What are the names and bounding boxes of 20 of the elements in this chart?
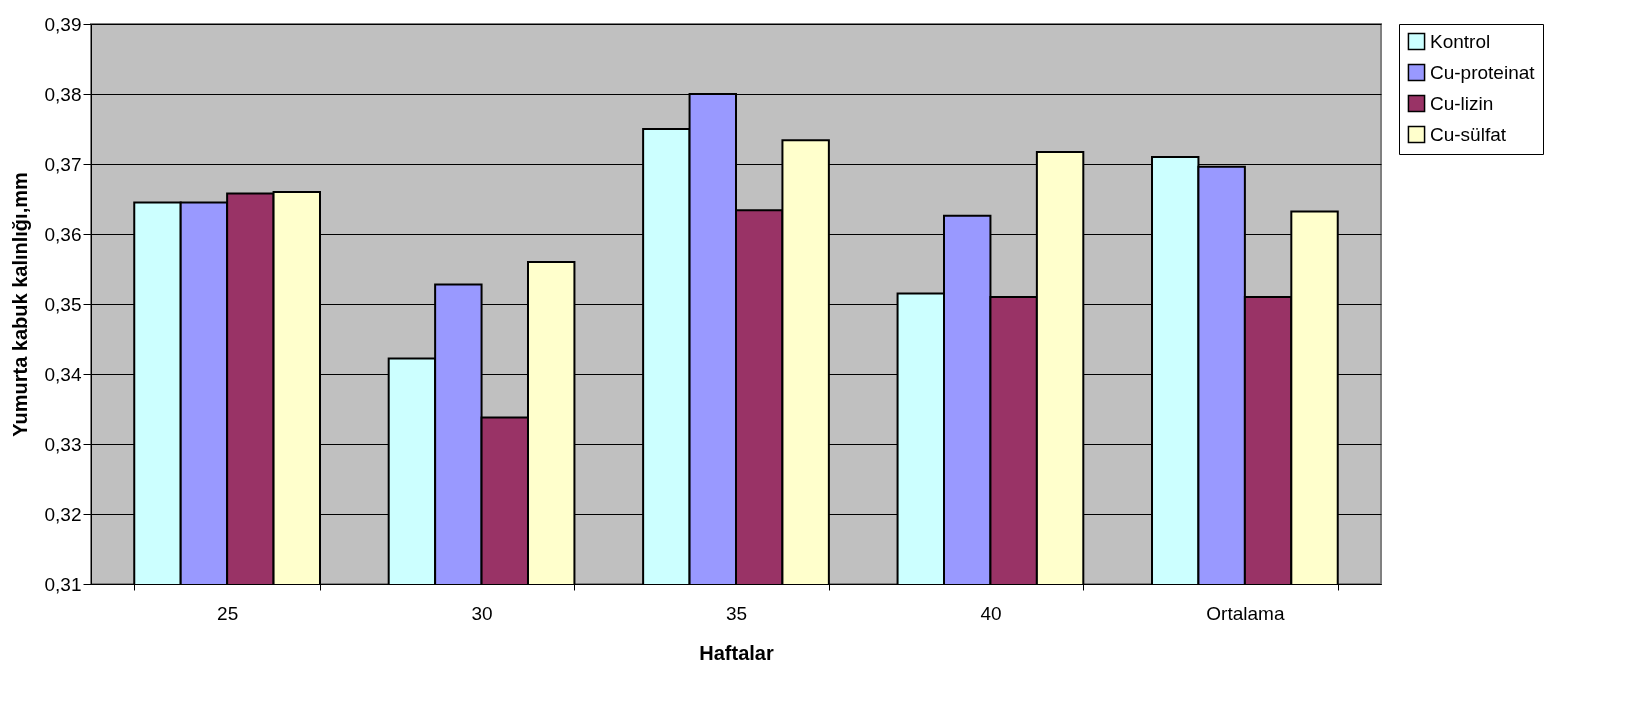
x-tick-label: 25 [217,602,239,624]
legend-label: Cu-lizin [1430,92,1494,114]
x-tick-label: 40 [980,602,1002,624]
y-tick-label: 0,39 [44,13,82,35]
legend-label: Cu-sülfat [1430,123,1507,145]
y-tick-label: 0,37 [44,153,82,175]
y-tick-label: 0,36 [44,223,82,245]
x-tick-label: 30 [471,602,493,624]
y-tick-label: 0,33 [44,433,82,455]
y-tick-label: 0,38 [44,83,82,105]
x-tick-label: Ortalama [1206,602,1285,624]
y-tick-label: 0,32 [44,503,82,525]
x-axis-title: Haftalar [699,641,774,664]
y-tick-label: 0,31 [44,573,82,595]
legend-label: Cu-proteinat [1430,61,1536,83]
x-tick-label: 35 [725,602,748,624]
y-tick-label: 0,34 [44,363,82,385]
y-axis-title: Yumurta kabuk kalınlığı,mm [8,172,31,437]
y-tick-label: 0,35 [44,293,82,315]
legend-label: Kontrol [1430,30,1491,52]
